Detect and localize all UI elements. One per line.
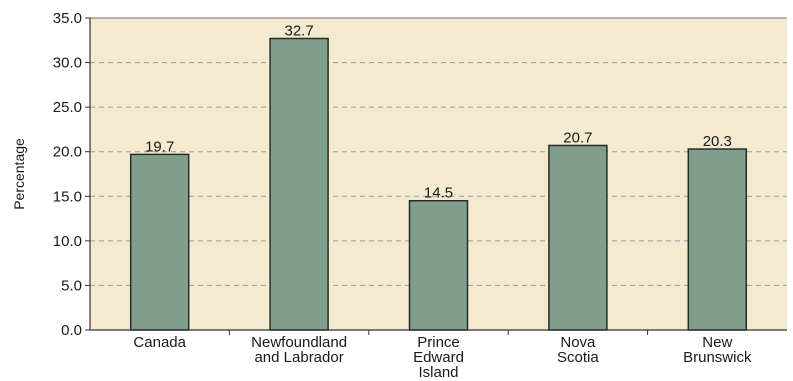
y-axis-title: Percentage: [11, 138, 27, 210]
bar: [408, 199, 469, 331]
gridlines: [90, 62, 787, 286]
x-tick-label: Prince: [417, 334, 460, 351]
data-label: 32.7: [284, 23, 313, 40]
bar: [548, 144, 608, 331]
bar: [129, 153, 190, 331]
y-tick-label: 20.0: [53, 144, 82, 161]
x-tick-label: Island: [418, 364, 458, 381]
x-tick-label: Scotia: [557, 349, 599, 366]
y-tick-label: 30.0: [53, 55, 82, 72]
data-label: 20.3: [703, 133, 732, 150]
x-tick-label: Canada: [133, 334, 186, 351]
data-labels: 19.7 32.7 14.5 20.7 20.3: [145, 23, 732, 202]
y-tick-label: 25.0: [53, 99, 82, 116]
x-tick-label: Newfoundland: [251, 334, 347, 351]
y-tick-label: 0.0: [61, 322, 82, 339]
y-tick-label: 35.0: [53, 10, 82, 27]
data-label: 20.7: [563, 129, 592, 146]
x-tick-label: Brunswick: [683, 349, 752, 366]
y-tick-label: 5.0: [61, 277, 82, 294]
data-label: 14.5: [424, 185, 453, 202]
bars: [129, 37, 748, 331]
y-tick-label: 10.0: [53, 233, 82, 250]
x-tick-label: and Labrador: [254, 349, 343, 366]
x-tick-label: New: [702, 334, 732, 351]
y-tick-labels: 0.0 5.0 10.0 15.0 20.0 25.0 30.0 35.0: [53, 10, 82, 339]
axes: [85, 17, 787, 335]
bar: [687, 148, 748, 331]
x-tick-label: Nova: [560, 334, 596, 351]
y-tick-label: 15.0: [53, 188, 82, 205]
bar: [269, 37, 329, 331]
x-tick-label: Edward: [413, 349, 464, 366]
data-label: 19.7: [145, 138, 174, 155]
